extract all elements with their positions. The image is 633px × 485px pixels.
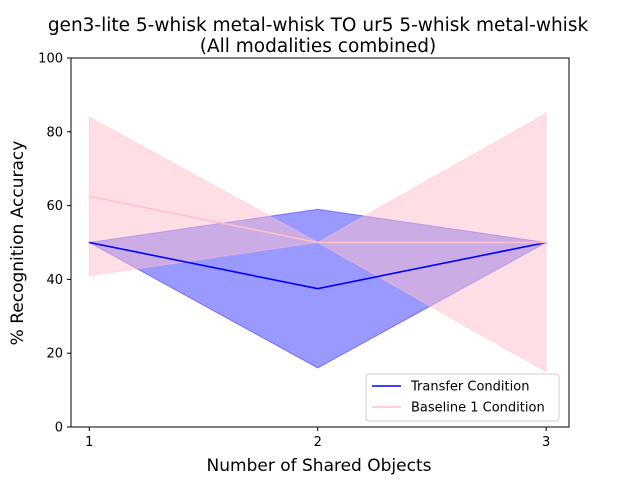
y-tick-label: 100 (38, 52, 63, 67)
x-tick-label: 3 (542, 435, 550, 450)
axes-frame (70, 57, 570, 428)
y-axis: 0 20 40 60 80 100 (38, 52, 71, 436)
legend-label-baseline1: Baseline 1 Condition (411, 401, 545, 416)
y-tick-label: 80 (46, 125, 63, 140)
chart-title-line2: (All modalities combined) (200, 36, 437, 57)
y-tick-label: 60 (46, 199, 63, 214)
legend-box (365, 373, 560, 422)
x-tick-label: 2 (314, 435, 322, 450)
legend-label-transfer: Transfer Condition (410, 380, 529, 395)
plot-area (87, 112, 548, 373)
y-tick-label: 0 (55, 421, 63, 436)
legend: Transfer Condition Baseline 1 Condition (365, 373, 560, 422)
x-axis-label: Number of Shared Objects (207, 456, 432, 476)
line-transfer (89, 241, 547, 290)
x-tick-label: 1 (85, 435, 93, 450)
x-axis: 1 2 3 (85, 427, 550, 450)
y-tick-label: 40 (46, 273, 63, 288)
series-lines (89, 195, 547, 290)
line-baseline1 (89, 195, 547, 244)
chart-title-line1: gen3-lite 5-whisk metal-whisk TO ur5 5-w… (48, 15, 589, 36)
y-tick-label: 20 (46, 347, 63, 362)
y-axis-label: % Recognition Accuracy (8, 141, 28, 346)
